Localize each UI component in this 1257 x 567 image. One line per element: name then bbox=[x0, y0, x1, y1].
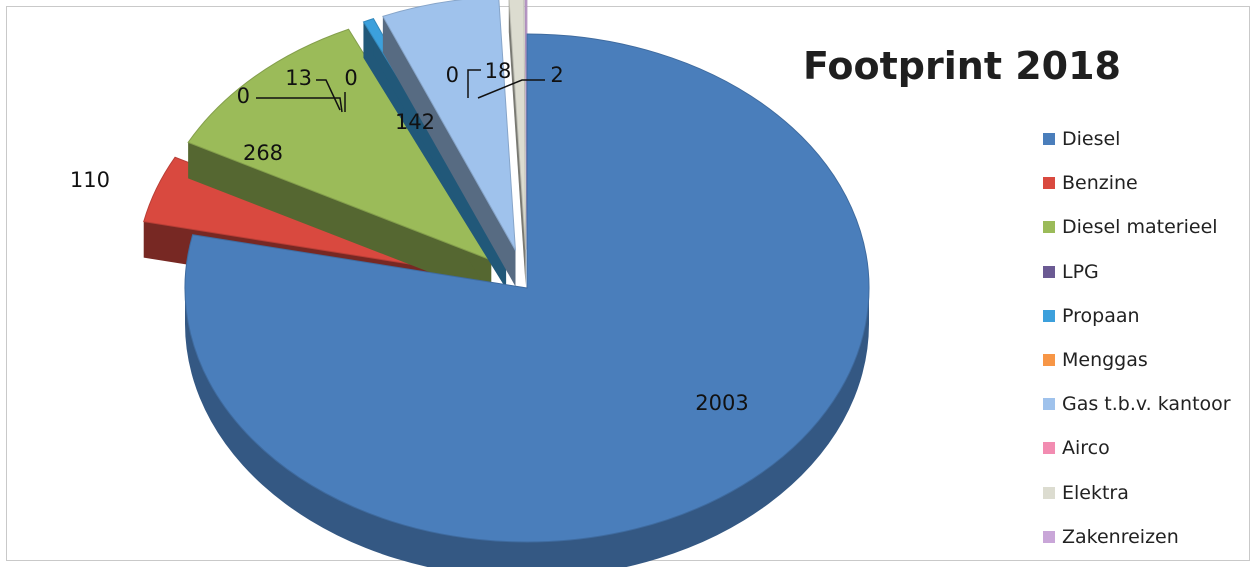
pie-slice-diesel-materieel bbox=[187, 28, 493, 297]
legend-swatch bbox=[1043, 221, 1055, 234]
leader-line bbox=[316, 79, 341, 111]
leader-line bbox=[256, 97, 343, 113]
legend-item: Gas t.b.v. kantoor bbox=[1043, 382, 1231, 426]
legend-item: Propaan bbox=[1043, 294, 1231, 338]
chart-title: Footprint 2018 bbox=[803, 44, 1121, 88]
data-label-diesel: 2003 bbox=[695, 391, 748, 415]
slice-wall bbox=[382, 16, 516, 287]
legend-swatch bbox=[1043, 265, 1055, 278]
data-label-elektra: 18 bbox=[485, 59, 512, 83]
slice-top bbox=[508, 0, 527, 250]
data-label-propaan: 13 bbox=[285, 66, 312, 90]
legend-label: Elektra bbox=[1062, 481, 1129, 504]
pie-slice-gas-t-b-v-kantoor bbox=[382, 0, 516, 287]
legend: Diesel Benzine Diesel materieel LPG Propaan M… bbox=[1043, 117, 1231, 559]
legend-swatch bbox=[1043, 398, 1055, 411]
legend-label: Menggas bbox=[1062, 349, 1148, 372]
slice-top bbox=[187, 28, 493, 262]
leader-line bbox=[467, 69, 481, 98]
legend-item: LPG bbox=[1043, 250, 1231, 294]
data-label-gas-t-b-v-kantoor: 142 bbox=[395, 110, 435, 134]
legend-swatch bbox=[1043, 486, 1055, 499]
data-label-diesel-materieel: 268 bbox=[243, 141, 283, 165]
pie-slice-diesel bbox=[184, 33, 870, 567]
legend-label: Zakenreizen bbox=[1062, 525, 1179, 548]
data-labels: 2003 110 268 0 13 0 142 0 18 2 bbox=[70, 59, 749, 415]
legend-item: Diesel materieel bbox=[1043, 205, 1231, 249]
data-label-benzine: 110 bbox=[70, 168, 110, 192]
legend-item: Elektra bbox=[1043, 471, 1231, 515]
legend-item: Zakenreizen bbox=[1043, 515, 1231, 559]
slice-wall bbox=[508, 0, 526, 286]
legend-swatch bbox=[1043, 177, 1055, 190]
slice-top bbox=[524, 0, 528, 250]
legend-swatch bbox=[1043, 309, 1055, 322]
data-label-lpg: 0 bbox=[237, 84, 250, 108]
pie-slices bbox=[143, 0, 870, 567]
legend-item: Menggas bbox=[1043, 338, 1231, 382]
legend-label: Diesel materieel bbox=[1062, 216, 1218, 239]
legend-swatch bbox=[1043, 133, 1055, 146]
pie-slice-elektra bbox=[508, 0, 527, 286]
slice-top bbox=[382, 0, 516, 251]
data-label-zakenreizen: 2 bbox=[550, 63, 563, 87]
slice-top bbox=[184, 33, 870, 543]
legend-label: LPG bbox=[1062, 260, 1099, 283]
legend-item: Airco bbox=[1043, 426, 1231, 470]
legend-item: Diesel bbox=[1043, 117, 1231, 161]
legend-label: Airco bbox=[1062, 437, 1110, 460]
label-leader-lines bbox=[256, 69, 545, 113]
legend-swatch bbox=[1043, 530, 1055, 543]
legend-swatch bbox=[1043, 354, 1055, 367]
slice-wall bbox=[188, 142, 492, 297]
legend-swatch bbox=[1043, 442, 1055, 455]
legend-label: Benzine bbox=[1062, 172, 1138, 195]
pie-slice-zakenreizen bbox=[524, 0, 528, 286]
legend-label: Diesel bbox=[1062, 128, 1121, 151]
legend-label: Gas t.b.v. kantoor bbox=[1062, 393, 1231, 416]
legend-item: Benzine bbox=[1043, 161, 1231, 205]
data-label-airco: 0 bbox=[446, 63, 459, 87]
data-label-menggas: 0 bbox=[344, 66, 357, 90]
legend-label: Propaan bbox=[1062, 304, 1140, 327]
leader-line bbox=[477, 79, 545, 99]
